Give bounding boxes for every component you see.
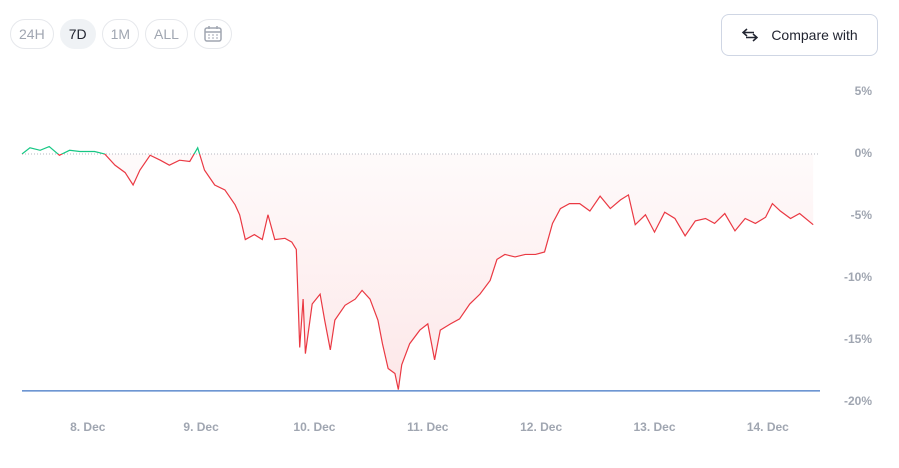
x-tick-label: 8. Dec <box>70 420 106 434</box>
y-tick-label: -20% <box>844 394 872 408</box>
y-tick-label: -10% <box>844 270 872 284</box>
swap-icon <box>742 28 759 42</box>
x-tick-label: 11. Dec <box>407 420 449 434</box>
line-up <box>21 145 201 154</box>
calendar-button[interactable] <box>193 19 232 49</box>
y-tick-label: -15% <box>844 332 872 346</box>
x-tick-label: 9. Dec <box>183 420 219 434</box>
compare-button[interactable]: Compare with <box>721 14 878 56</box>
range-button[interactable]: 7D <box>59 19 96 49</box>
line-down <box>22 154 814 390</box>
x-tick-label: 10. Dec <box>293 420 335 434</box>
y-tick-label: -5% <box>851 208 873 222</box>
range-button[interactable]: 24H <box>10 19 54 49</box>
x-tick-label: 14. Dec <box>747 420 789 434</box>
x-tick-label: 13. Dec <box>633 420 675 434</box>
area <box>22 154 814 390</box>
x-tick-label: 12. Dec <box>520 420 562 434</box>
range-selector: 24H 7D 1M ALL <box>10 19 232 49</box>
range-button[interactable]: 1M <box>101 19 140 49</box>
range-button[interactable]: ALL <box>145 19 188 49</box>
y-tick-label: 5% <box>855 84 873 98</box>
y-tick-label: 0% <box>855 146 873 160</box>
calendar-icon <box>204 26 222 42</box>
compare-label: Compare with <box>771 27 858 43</box>
